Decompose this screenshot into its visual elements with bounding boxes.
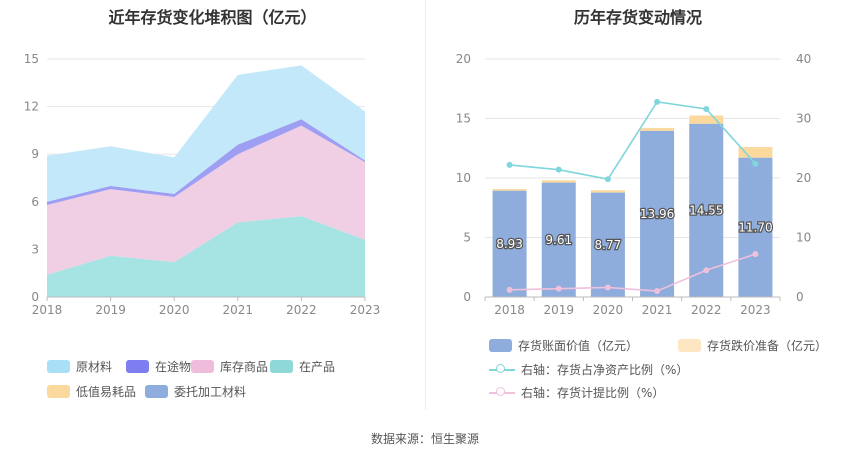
bar-value-label: 11.70 <box>738 220 772 234</box>
right-y-tick-label: 10 <box>456 171 471 185</box>
left-y-tick-label: 3 <box>31 242 39 256</box>
legend-label: 右轴：存货计提比例（%） <box>521 386 665 400</box>
legend-swatch <box>678 339 701 352</box>
legend-label: 存货账面价值（亿元） <box>518 339 639 353</box>
point-provision-ratio <box>703 267 710 274</box>
right-x-tick-label: 2023 <box>740 303 771 317</box>
bar-impairment-reserve <box>689 115 724 124</box>
left-y-tick-label: 15 <box>24 52 39 66</box>
bar-book-value <box>541 182 576 297</box>
bar-value-label: 9.61 <box>545 233 572 247</box>
bar-value-label: 8.77 <box>595 238 622 252</box>
left-x-tick-label: 2018 <box>32 303 63 317</box>
bar-value-label: 8.93 <box>496 237 523 251</box>
legend-label: 原材料 <box>76 360 113 374</box>
bar-impairment-reserve <box>590 190 625 193</box>
legend-label: 委托加工材料 <box>174 385 247 399</box>
right-legend-item[interactable]: 存货账面价值（亿元） <box>489 337 638 354</box>
right-legend-item[interactable]: 右轴：存货占净资产比例（%） <box>489 361 688 378</box>
right-x-tick-label: 2020 <box>593 303 624 317</box>
bar-value-label: 13.96 <box>640 207 674 221</box>
right-y2-tick-label: 0 <box>796 290 804 304</box>
left-x-tick-label: 2020 <box>159 303 190 317</box>
area-在产品 <box>47 216 365 297</box>
point-inventory-to-net-assets <box>604 176 611 183</box>
left-x-tick-label: 2023 <box>350 303 381 317</box>
area-原材料 <box>47 65 365 202</box>
right-legend-item[interactable]: 存货跌价准备（亿元） <box>678 337 827 354</box>
legend-swatch <box>126 360 149 373</box>
bar-impairment-reserve <box>738 147 773 158</box>
bar-book-value <box>738 157 773 297</box>
right-legend-item[interactable]: 右轴：存货计提比例（%） <box>489 384 664 401</box>
point-provision-ratio <box>654 288 661 295</box>
legend-swatch <box>47 385 70 398</box>
legend-swatch <box>489 363 515 376</box>
point-provision-ratio <box>604 284 611 291</box>
area-库存商品 <box>47 125 365 275</box>
legend-label: 右轴：存货占净资产比例（%） <box>521 363 689 377</box>
left-legend-item[interactable]: 库存商品 <box>191 358 268 375</box>
legend-swatch <box>270 360 293 373</box>
right-y-tick-label: 0 <box>463 290 471 304</box>
point-provision-ratio <box>506 286 513 293</box>
bar-book-value <box>590 192 625 297</box>
stacked-area-chart-panel: 近年存货变化堆积图（亿元） 0 3 6 9 12 15 2018 2019 2020 2021 20… <box>0 0 425 410</box>
panel-divider <box>425 0 426 410</box>
right-y-tick-label: 15 <box>456 112 471 126</box>
bar-impairment-reserve <box>640 127 675 131</box>
legend-label: 存货跌价准备（亿元） <box>707 339 828 353</box>
right-y-tick-label: 20 <box>456 52 471 66</box>
left-legend-item[interactable]: 低值易耗品 <box>47 383 136 400</box>
right-y-tick-label: 5 <box>463 231 471 245</box>
left-y-tick-label: 12 <box>24 100 39 114</box>
stacked-area-chart: 0 3 6 9 12 15 2018 2019 2020 2021 2022 2023 <box>24 52 381 317</box>
bar-impairment-reserve <box>541 180 576 183</box>
left-chart-title: 近年存货变化堆积图（亿元） <box>108 8 317 27</box>
bar-impairment-reserve <box>492 188 527 191</box>
legend-label: 在产品 <box>299 360 336 374</box>
point-provision-ratio <box>555 285 562 292</box>
point-provision-ratio <box>752 251 759 258</box>
inventory-change-chart-panel: 历年存货变动情况 0 5 10 15 20 0 10 20 30 40 8.93 9.61 8.77 13… <box>426 0 850 410</box>
point-inventory-to-net-assets <box>555 166 562 173</box>
right-x-tick-label: 2022 <box>691 303 722 317</box>
right-chart-title: 历年存货变动情况 <box>573 8 702 27</box>
right-x-tick-label: 2018 <box>494 303 525 317</box>
point-inventory-to-net-assets <box>506 161 513 168</box>
right-y2-tick-label: 30 <box>796 112 811 126</box>
right-x-tick-label: 2021 <box>642 303 673 317</box>
left-x-tick-label: 2019 <box>95 303 126 317</box>
bar-book-value <box>640 130 675 297</box>
left-legend-item[interactable]: 委托加工材料 <box>145 383 246 400</box>
right-x-tick-label: 2019 <box>543 303 574 317</box>
right-y2-tick-label: 10 <box>796 231 811 245</box>
left-y-tick-label: 6 <box>31 195 39 209</box>
right-y2-tick-label: 20 <box>796 171 811 185</box>
area-在途物资 <box>47 119 365 205</box>
left-y-tick-label: 0 <box>31 290 39 304</box>
left-x-tick-label: 2021 <box>223 303 254 317</box>
legend-swatch <box>145 385 168 398</box>
point-inventory-to-net-assets <box>654 98 661 105</box>
legend-label: 低值易耗品 <box>76 385 137 399</box>
point-inventory-to-net-assets <box>703 105 710 112</box>
line-inventory-to-net-assets <box>509 100 757 181</box>
left-legend-item[interactable]: 在产品 <box>270 358 335 375</box>
legend-swatch <box>489 386 515 399</box>
legend-swatch <box>191 360 214 373</box>
legend-swatch <box>47 360 70 373</box>
bar-book-value <box>492 190 527 297</box>
right-y2-tick-label: 40 <box>796 52 811 66</box>
line-provision-ratio <box>509 253 756 292</box>
legend-label: 库存商品 <box>220 360 269 374</box>
point-inventory-to-net-assets <box>752 160 759 167</box>
left-x-tick-label: 2022 <box>286 303 317 317</box>
legend-swatch <box>489 339 512 352</box>
inventory-bar-line-chart: 0 5 10 15 20 0 10 20 30 40 8.93 9.61 8.77 13.96 14.55 1… <box>456 52 812 317</box>
left-legend-item[interactable]: 原材料 <box>47 358 112 375</box>
left-y-tick-label: 9 <box>31 147 39 161</box>
data-source-footer: 数据来源：恒生聚源 <box>370 432 479 446</box>
bar-value-label: 14.55 <box>689 203 723 217</box>
